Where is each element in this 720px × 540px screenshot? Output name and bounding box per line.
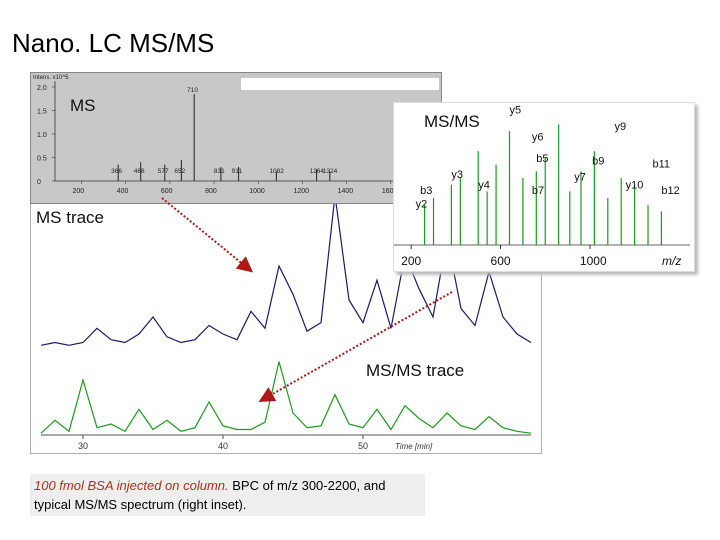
ion-label: b3 (420, 185, 432, 197)
ion-label: b7 (532, 185, 544, 197)
msms-x-axis-title: m/z (662, 254, 681, 268)
ms-peak-label: 1324 (323, 168, 338, 175)
ion-label: b9 (592, 156, 604, 168)
ms-peak-label: 577 (158, 168, 169, 175)
ms-x-tick-label: 1200 (293, 188, 309, 195)
ion-label: b12 (661, 185, 679, 197)
ion-label: y2 (416, 198, 428, 210)
msms-trace-label: MS/MS trace (366, 361, 465, 380)
ms-y-tick-label: 1.5 (37, 109, 47, 116)
ms-x-tick-label: 600 (161, 188, 173, 195)
page-title: Nano. LC MS/MS (12, 28, 215, 58)
ms-peak-label: 911 (232, 168, 243, 175)
ms-peak-label: 1264 (310, 168, 325, 175)
ion-label: y6 (532, 131, 544, 143)
msms-x-tick-label: 200 (401, 254, 421, 268)
msms-x-tick-label: 600 (491, 254, 511, 268)
msms-inset-label: MS/MS (424, 112, 480, 131)
figure-caption: 100 fmol BSA injected on column. BPC of … (30, 474, 425, 516)
ms-trace-label: MS trace (36, 208, 105, 227)
ion-label: b5 (536, 153, 548, 165)
ms-x-tick-label: 1000 (249, 188, 265, 195)
ion-label: b11 (652, 158, 670, 170)
ms-spectrum-svg: Intens. x10^5 2.0 1.5 1.0 0.5 0 200 400 600 800… (31, 73, 441, 203)
ms-y-tick-label: 0 (37, 179, 41, 186)
ms-x-tick-label: 200 (73, 188, 85, 195)
msms-x-tick-label: 1000 (580, 254, 607, 268)
ms-y-axis-title: Intens. x10^5 (33, 75, 69, 81)
ms-peak-label: 366 (111, 168, 122, 175)
ion-label: y7 (574, 172, 586, 184)
ms-y-tick-label: 0.5 (37, 156, 47, 163)
ms-y-tick-label: 2.0 (37, 85, 47, 92)
ms-x-tick-label: 400 (117, 188, 129, 195)
ms-y-tick-label: 1.0 (37, 132, 47, 139)
time-tick-label: 50 (358, 441, 368, 451)
ion-label: y3 (451, 169, 463, 181)
msms-spectrum-inset: 200 600 1000 y2 b3 y3 y4 y5 y6 b5 b7 y7 b9 y9 y10 b11 b… (393, 102, 695, 272)
ms-peak-label: 1082 (269, 168, 284, 175)
ms-peak-label: 468 (134, 168, 145, 175)
ms-x-tick-label: 1600 (382, 188, 398, 195)
ms-peak-label: 652 (174, 168, 185, 175)
time-tick-label: 30 (78, 441, 88, 451)
ms-inset-label: MS (70, 96, 96, 115)
ion-label: y5 (509, 105, 521, 117)
ms-peak-label: 831 (214, 168, 225, 175)
ms-spectrum-inset: Intens. x10^5 2.0 1.5 1.0 0.5 0 200 400 600 800… (30, 72, 442, 204)
ion-label: y10 (626, 180, 644, 192)
time-axis-title: Time [min] (395, 442, 433, 451)
ion-label: y9 (615, 121, 627, 133)
time-tick-label: 40 (218, 441, 228, 451)
caption-rest: BPC of m/z 300-2200, and typical MS/MS s… (34, 478, 386, 512)
ion-label: y4 (478, 180, 490, 192)
caption-italic: 100 fmol BSA injected on column. (34, 478, 229, 493)
ms-x-tick-label: 1400 (338, 188, 354, 195)
ms-x-tick-label: 800 (205, 188, 217, 195)
ms-peak-label: 710 (187, 87, 198, 94)
